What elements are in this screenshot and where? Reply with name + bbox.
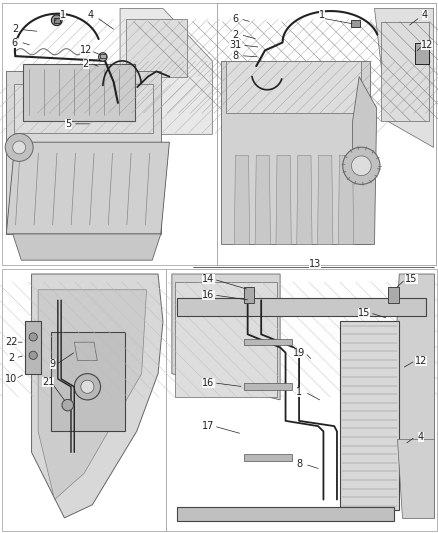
Polygon shape — [340, 321, 399, 510]
Text: 6: 6 — [233, 14, 238, 24]
Ellipse shape — [29, 351, 37, 359]
Text: 4: 4 — [422, 10, 428, 20]
Polygon shape — [74, 342, 97, 360]
Bar — [2, 3, 217, 265]
Bar — [53, 18, 60, 23]
Polygon shape — [120, 9, 212, 134]
Bar — [2, 269, 166, 531]
Text: 22: 22 — [5, 337, 17, 347]
Text: 1: 1 — [319, 10, 325, 20]
Text: 16: 16 — [202, 290, 215, 300]
Text: 17: 17 — [202, 421, 215, 431]
Text: 14: 14 — [202, 274, 215, 284]
Polygon shape — [234, 155, 250, 245]
Ellipse shape — [81, 380, 94, 393]
Text: 2: 2 — [232, 30, 239, 39]
Text: 31: 31 — [230, 40, 241, 50]
Polygon shape — [24, 63, 135, 121]
Ellipse shape — [74, 374, 101, 400]
Bar — [351, 20, 360, 27]
Bar — [175, 282, 277, 397]
Polygon shape — [276, 155, 291, 245]
Bar — [244, 339, 292, 345]
Text: 1: 1 — [296, 387, 302, 397]
Polygon shape — [6, 71, 161, 234]
Ellipse shape — [5, 133, 33, 161]
Polygon shape — [338, 155, 354, 245]
Text: 10: 10 — [5, 374, 17, 384]
Ellipse shape — [343, 147, 380, 184]
Polygon shape — [13, 234, 161, 260]
Polygon shape — [318, 155, 333, 245]
Bar — [25, 321, 42, 374]
Polygon shape — [51, 332, 125, 431]
Text: 13: 13 — [309, 260, 321, 269]
Bar — [177, 507, 394, 521]
Polygon shape — [297, 155, 312, 245]
Text: 12: 12 — [80, 45, 92, 55]
Polygon shape — [255, 155, 271, 245]
Text: 4: 4 — [418, 432, 424, 442]
Bar — [14, 84, 153, 133]
Bar — [217, 3, 436, 265]
Text: 15: 15 — [405, 274, 417, 284]
Text: 15: 15 — [358, 309, 370, 318]
Polygon shape — [38, 290, 147, 499]
Bar — [244, 383, 292, 390]
Ellipse shape — [51, 15, 62, 26]
Ellipse shape — [13, 141, 25, 154]
Text: 4: 4 — [88, 10, 94, 20]
Bar — [415, 43, 429, 63]
Text: 5: 5 — [65, 119, 72, 129]
Text: 21: 21 — [42, 376, 54, 386]
Ellipse shape — [62, 399, 74, 411]
Bar — [127, 19, 187, 77]
Polygon shape — [396, 439, 434, 518]
Text: 12: 12 — [415, 356, 427, 366]
Ellipse shape — [351, 156, 371, 176]
Text: 8: 8 — [233, 51, 238, 61]
Text: 16: 16 — [202, 378, 215, 388]
Bar — [217, 3, 436, 265]
Polygon shape — [6, 142, 170, 234]
Bar — [244, 454, 292, 461]
Text: 12: 12 — [421, 40, 433, 50]
Bar — [381, 21, 429, 121]
Ellipse shape — [29, 333, 37, 341]
Bar — [177, 297, 426, 316]
Text: 9: 9 — [50, 359, 56, 369]
Ellipse shape — [99, 53, 107, 61]
Polygon shape — [172, 274, 280, 400]
Text: 8: 8 — [296, 459, 302, 469]
Polygon shape — [374, 9, 434, 148]
Bar — [226, 61, 361, 114]
Bar — [100, 54, 106, 58]
Text: 2: 2 — [83, 59, 89, 69]
Bar — [244, 287, 254, 303]
Polygon shape — [353, 77, 377, 245]
Text: 6: 6 — [12, 37, 18, 47]
Polygon shape — [394, 274, 434, 518]
Text: 19: 19 — [293, 348, 305, 358]
Text: 1: 1 — [60, 10, 66, 20]
Bar — [389, 287, 399, 303]
Text: 2: 2 — [12, 25, 18, 35]
Polygon shape — [221, 61, 370, 245]
Bar — [166, 269, 437, 531]
Text: 2: 2 — [8, 353, 14, 363]
Polygon shape — [32, 274, 163, 518]
